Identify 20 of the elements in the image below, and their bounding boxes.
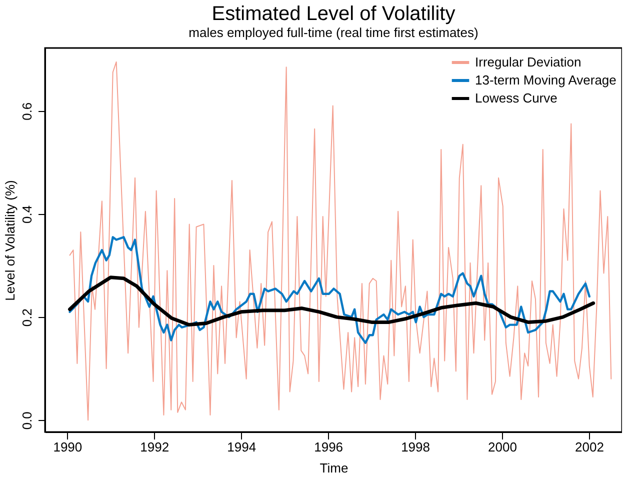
x-tick-label: 1994 (227, 440, 256, 454)
x-tick-label: 2000 (488, 440, 517, 454)
x-tick-label: 1990 (53, 440, 82, 454)
chart-subtitle: males employed full-time (real time first estimates) (188, 25, 478, 40)
legend-label: Irregular Deviation (475, 54, 582, 70)
line-series (68, 236, 590, 344)
legend-label: 13-term Moving Average (475, 72, 616, 88)
y-tick-label: 0.6 (20, 102, 34, 120)
legend-label: Lowess Curve (475, 90, 558, 106)
x-tick-label: 1998 (401, 440, 430, 454)
y-tick-label: 0.0 (20, 412, 34, 430)
line-series (68, 276, 596, 327)
x-tick-label: 1992 (140, 440, 170, 454)
x-axis-title: Time (320, 460, 348, 476)
chart-title: Estimated Level of Volatility (212, 3, 456, 25)
y-tick-label: 0.2 (20, 308, 34, 327)
y-axis-title: Level of Volatility (%) (2, 180, 18, 301)
y-tick-label: 0.4 (20, 205, 34, 224)
x-tick-label: 1996 (314, 440, 344, 454)
x-tick-label: 2002 (574, 440, 604, 454)
